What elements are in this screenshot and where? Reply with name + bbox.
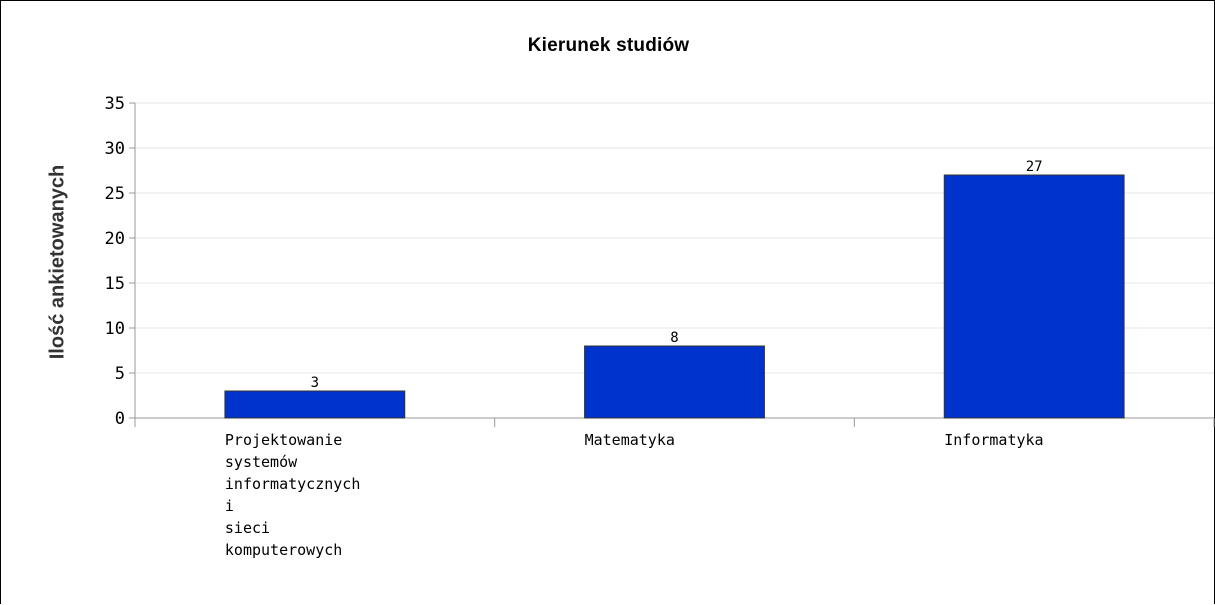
x-category-label: Matematyka [585, 429, 675, 451]
x-category-label-line: Projektowanie [224, 431, 343, 449]
y-tick-label: 35 [105, 94, 125, 114]
x-category-label-line: Matematyka [584, 431, 675, 449]
x-category-label-line: komputerowych [224, 541, 343, 559]
data-label: 27 [1026, 159, 1043, 175]
y-tick-label: 10 [105, 319, 125, 339]
data-label: 8 [670, 330, 678, 346]
x-category-label-line: i [224, 497, 234, 515]
bar [584, 345, 765, 419]
y-tick-label: 15 [105, 274, 125, 294]
x-category-label: Projektowanie systemów informatycznych i sie… [225, 429, 360, 561]
y-tick-label: 20 [105, 229, 125, 249]
bar [224, 390, 406, 419]
y-tick-label: 0 [115, 409, 125, 429]
y-tick-label: 30 [105, 139, 125, 159]
data-label: 3 [311, 375, 319, 391]
y-tick-label: 5 [115, 364, 125, 384]
bar [943, 174, 1125, 419]
x-category-label-line: informatycznych [224, 475, 361, 493]
x-category-label-line: sieci [224, 519, 271, 537]
x-category-label-line: systemów [224, 453, 298, 471]
x-category-label-line: Informatyka [944, 431, 1044, 449]
chart-title: Kierunek studiów [527, 35, 690, 56]
y-tick-label: 25 [105, 184, 125, 204]
x-category-label: Informatyka [944, 429, 1043, 451]
